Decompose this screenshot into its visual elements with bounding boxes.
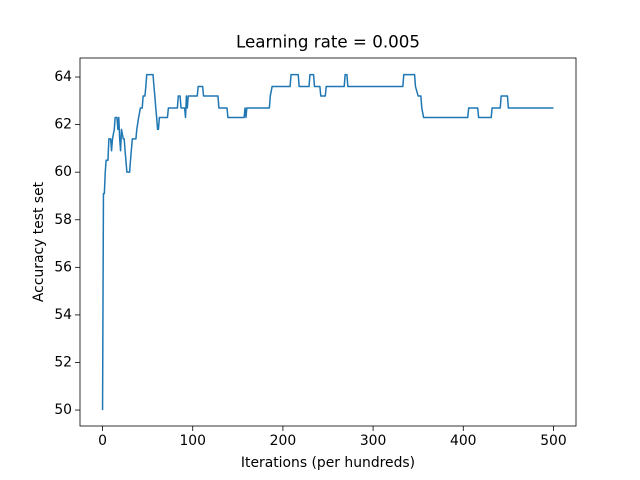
- y-tick-label: 52: [54, 354, 72, 370]
- y-axis-label: Accuracy test set: [31, 181, 47, 302]
- y-tick-label: 50: [54, 402, 72, 418]
- y-tick-label: 58: [54, 212, 72, 228]
- x-tick-label: 100: [179, 433, 206, 449]
- x-tick-label: 400: [450, 433, 477, 449]
- x-tick-label: 500: [540, 433, 567, 449]
- x-tick-label: 300: [360, 433, 387, 449]
- axes-frame: [79, 57, 577, 427]
- y-tick-label: 64: [54, 69, 72, 85]
- y-tick-label: 56: [54, 259, 72, 275]
- chart-title: Learning rate = 0.005: [236, 32, 420, 52]
- y-tick-label: 62: [54, 117, 72, 133]
- data-line: [101, 73, 554, 411]
- x-axis-label: Iterations (per hundreds): [241, 455, 415, 471]
- x-tick-label: 200: [270, 433, 297, 449]
- x-tick-label: 0: [98, 433, 107, 449]
- y-tick-label: 60: [54, 164, 72, 180]
- y-tick-label: 54: [54, 307, 72, 323]
